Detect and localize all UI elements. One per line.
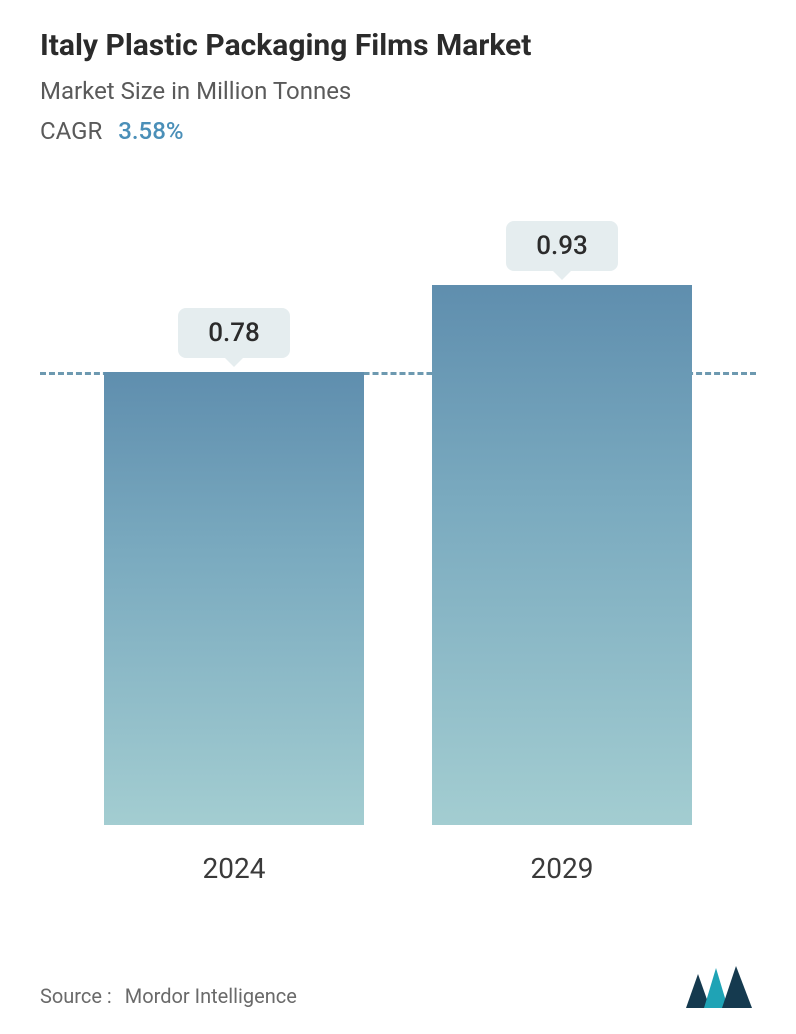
bar [104, 372, 364, 825]
source-text: Source : Mordor Intelligence [40, 984, 297, 1008]
chart-title: Italy Plastic Packaging Films Market [40, 28, 756, 63]
footer: Source : Mordor Intelligence [40, 966, 756, 1008]
cagr-row: CAGR 3.58% [40, 117, 756, 145]
value-badge: 0.93 [506, 221, 618, 271]
source-value: Mordor Intelligence [125, 984, 297, 1008]
brand-logo-icon [686, 966, 756, 1008]
x-axis-label: 2024 [104, 852, 364, 885]
source-label: Source : [40, 984, 112, 1008]
bar-group: 0.78 [104, 185, 364, 825]
bar-group: 0.93 [432, 185, 692, 825]
chart-area: 0.78 0.93 2024 2029 [40, 185, 756, 885]
x-axis-labels: 2024 2029 [40, 852, 756, 885]
cagr-label: CAGR [40, 117, 102, 145]
chart-container: Italy Plastic Packaging Films Market Mar… [0, 0, 796, 1034]
chart-subtitle: Market Size in Million Tonnes [40, 77, 756, 105]
cagr-value: 3.58% [118, 117, 183, 145]
bar [432, 285, 692, 825]
value-badge: 0.78 [178, 308, 290, 358]
bars-wrap: 0.78 0.93 [40, 185, 756, 825]
x-axis-label: 2029 [432, 852, 692, 885]
